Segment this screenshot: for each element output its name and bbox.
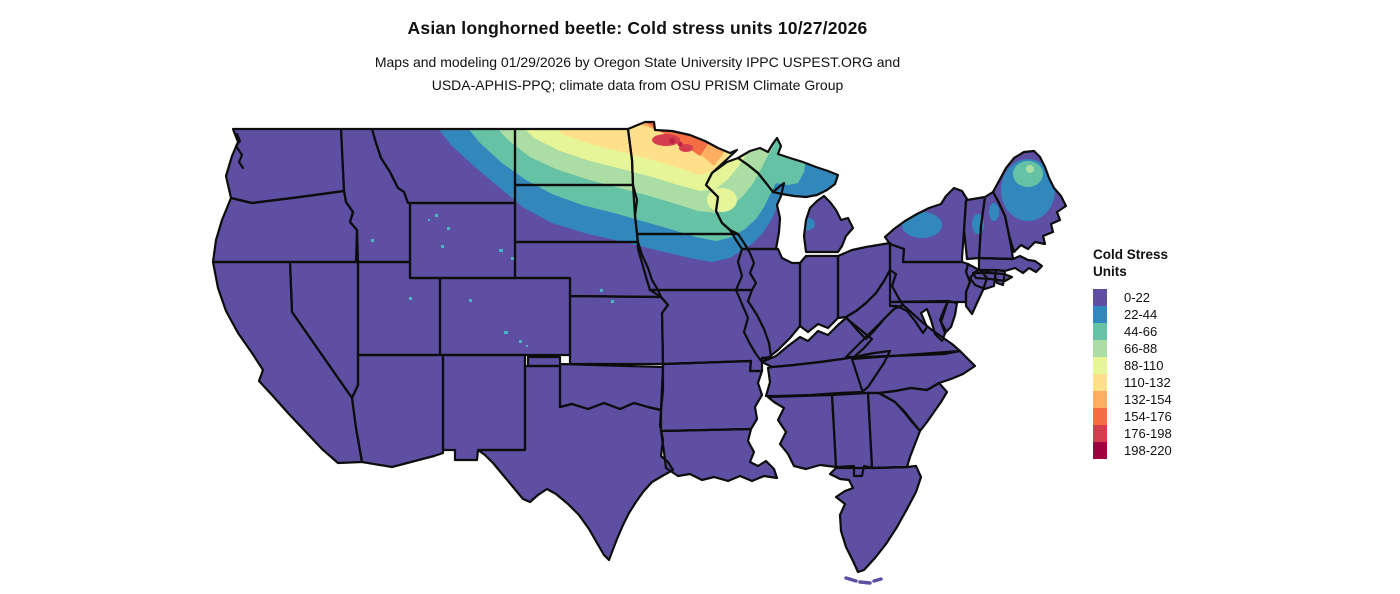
legend-swatch [1093, 408, 1107, 425]
subtitle: Maps and modeling 01/29/2026 by Oregon S… [0, 51, 1275, 97]
legend-title-line-2: Units [1093, 264, 1127, 279]
legend-swatch [1093, 323, 1107, 340]
legend-item: 198-220 [1093, 442, 1172, 459]
heat-spot-176-198-a [652, 134, 680, 146]
heat-patch-isle-royale [744, 145, 750, 151]
heat-patch-new-hampshire [989, 203, 999, 221]
legend-swatch [1093, 357, 1107, 374]
page-title: Asian longhorned beetle: Cold stress uni… [407, 18, 868, 38]
legend-title: Cold Stress Units [1093, 246, 1172, 280]
state-borders [211, 120, 1068, 574]
legend-label: 22-44 [1124, 307, 1158, 322]
legend-item: 44-66 [1093, 323, 1172, 340]
legend-swatch [1093, 374, 1107, 391]
state-indiana [800, 256, 838, 332]
legend-item: 0-22 [1093, 289, 1172, 306]
heat-spot-darkred-a [669, 138, 675, 144]
legend-item: 176-198 [1093, 425, 1172, 442]
state-arkansas [661, 361, 762, 431]
state-mississippi [768, 395, 836, 469]
heat-patch-maine-teal [1013, 161, 1043, 187]
legend-item: 22-44 [1093, 306, 1172, 323]
legend-label: 132-154 [1124, 392, 1172, 407]
legend-swatch [1093, 306, 1107, 323]
subtitle-line-1: Maps and modeling 01/29/2026 by Oregon S… [374, 54, 901, 70]
legend-label: 110-132 [1124, 375, 1171, 390]
legend-label: 154-176 [1124, 409, 1172, 424]
state-arizona [352, 355, 443, 467]
legend-label: 0-22 [1124, 290, 1151, 305]
legend-item: 132-154 [1093, 391, 1172, 408]
state-alabama [832, 393, 872, 476]
heat-patch-maine-green [1026, 165, 1034, 173]
legend-swatch [1093, 391, 1107, 408]
legend-swatch [1093, 289, 1107, 306]
state-oregon [213, 191, 357, 262]
state-new-mexico [443, 355, 525, 460]
legend-item: 88-110 [1093, 357, 1172, 374]
subtitle-line-2: USDA-APHIS-PPQ; climate data from OSU PR… [431, 77, 844, 93]
state-kansas [570, 296, 668, 364]
header: Asian longhorned beetle: Cold stress uni… [0, 18, 1275, 97]
florida-keys [844, 576, 883, 585]
legend-item: 154-176 [1093, 408, 1172, 425]
legend-label: 88-110 [1124, 358, 1164, 373]
puget-sound-inlet [234, 132, 245, 170]
legend-swatch [1093, 442, 1107, 459]
legend-swatch [1093, 340, 1107, 357]
heat-spot-176-198-b [679, 144, 693, 152]
heat-spot-darkred-b [677, 141, 683, 147]
legend-label: 66-88 [1124, 341, 1158, 356]
state-washington [226, 129, 344, 203]
state-louisiana [661, 429, 777, 481]
legend-title-line-1: Cold Stress [1093, 247, 1169, 262]
legend-label: 176-198 [1124, 426, 1172, 441]
state-colorado [440, 278, 570, 355]
mountain-speckles [371, 214, 614, 347]
legend-label: 44-66 [1124, 324, 1158, 339]
legend-item: 110-132 [1093, 374, 1172, 391]
legend-label: 198-220 [1124, 443, 1172, 458]
legend-swatch [1093, 425, 1107, 442]
legend-item: 66-88 [1093, 340, 1172, 357]
heat-patch-adirondacks [902, 212, 942, 238]
legend: Cold Stress Units 0-22 22-44 44-66 66-88 88-… [1093, 246, 1172, 459]
legend-items: 0-22 22-44 44-66 66-88 88-110 110-132 132-154 1… [1093, 289, 1172, 459]
state-wyoming [410, 203, 515, 278]
